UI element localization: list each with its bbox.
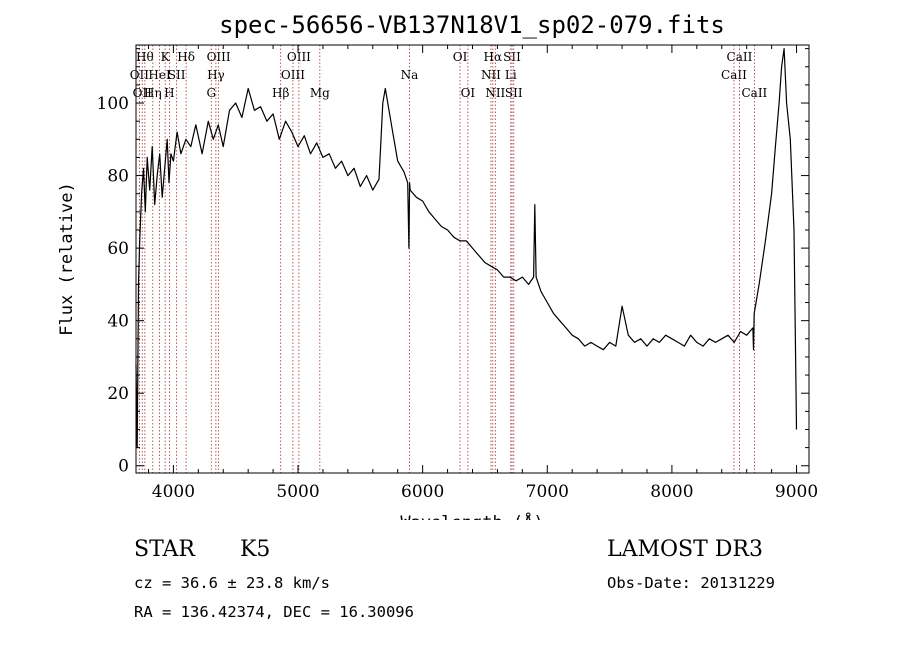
spectral-line-label: OII <box>133 86 153 100</box>
plot-frame <box>135 44 810 474</box>
spectral-line-label: K <box>161 50 171 64</box>
object-class: STAR <box>134 537 195 562</box>
spectral-line-label: G <box>206 86 216 100</box>
x-tick-label: 9000 <box>775 482 818 502</box>
x-axis-label: Wavelength (Å) <box>400 511 543 520</box>
spectral-line-label: CaII <box>721 68 747 82</box>
spectrum-chart: spec-56656-VB137N18V1_sp02-079.fits OII O… <box>57 11 818 520</box>
y-tick-label: 100 <box>97 94 129 114</box>
spectral-line-label: OI <box>461 86 476 100</box>
y-tick-label: 40 <box>107 312 129 332</box>
spectral-line-label: Mg <box>310 86 330 100</box>
x-tick-label: 7000 <box>526 482 569 502</box>
redshift-text: cz = 36.6 ± 23.8 km/s <box>134 574 330 592</box>
y-tick-label: 60 <box>107 239 129 259</box>
spectral-line-label: H <box>164 86 174 100</box>
y-tick-label: 0 <box>118 457 129 477</box>
spectrum-series-line <box>135 47 798 449</box>
spectral-line-label: OII <box>130 68 150 82</box>
spectral-line-label: SII <box>168 68 186 82</box>
chart-title: spec-56656-VB137N18V1_sp02-079.fits <box>219 11 725 39</box>
y-tick-label: 20 <box>107 384 129 404</box>
spectral-line-label: NII <box>485 86 505 100</box>
spectral-line-label: Hη <box>144 86 162 100</box>
spectral-line-label: Hθ <box>136 50 154 64</box>
survey-name: LAMOST DR3 <box>607 537 763 562</box>
spectral-line-label: CaII <box>741 86 767 100</box>
spectral-line-label: Hβ <box>272 86 289 100</box>
spectral-line-label: NII <box>481 68 501 82</box>
obs-date-text: Obs-Date: 20131229 <box>607 574 775 592</box>
y-tick-label: 80 <box>107 167 129 187</box>
x-tick-label: 8000 <box>650 482 693 502</box>
x-tick-label: 6000 <box>401 482 444 502</box>
spectral-line-label: Hγ <box>207 68 225 82</box>
spectral-line-label: OIII <box>207 50 231 64</box>
coordinates-text: RA = 136.42374, DEC = 16.30096 <box>134 603 414 621</box>
spectral-line-label: SII <box>503 50 521 64</box>
subclass: K5 <box>240 537 271 562</box>
spectral-line-label: OI <box>453 50 468 64</box>
spectral-line-label: Hα <box>484 50 503 64</box>
y-axis-label: Flux (relative) <box>57 182 77 336</box>
spectral-line-label: HeI <box>148 68 171 82</box>
spectral-line-label: CaII <box>727 50 753 64</box>
x-tick-label: 4000 <box>152 482 195 502</box>
spectral-line-label: OIII <box>287 50 311 64</box>
spectral-line-label: SII <box>505 86 523 100</box>
x-tick-label: 5000 <box>276 482 319 502</box>
spectral-line-label: OIII <box>281 68 305 82</box>
spectral-line-label: Na <box>401 68 419 82</box>
spectral-line-label: Li <box>505 68 517 82</box>
spectral-line-label: Hδ <box>177 50 195 64</box>
